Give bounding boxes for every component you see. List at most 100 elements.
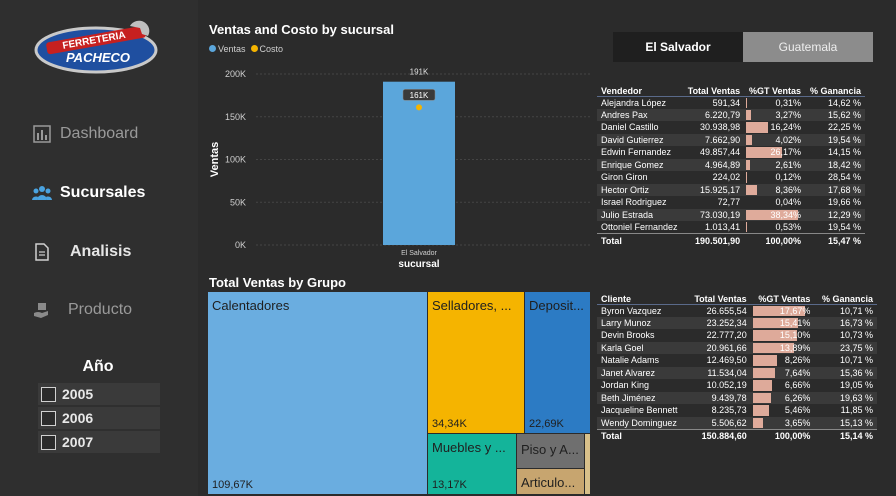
legend-item-costo[interactable]: Costo	[250, 44, 283, 54]
table-row[interactable]: Jordan King 10.052,19 6,66% 19,05 %	[597, 379, 877, 392]
table-row[interactable]: Israel Rodriguez 72,77 0,04% 19,66 %	[597, 196, 865, 209]
row-total: 10.052,19	[686, 379, 751, 392]
row-name: Jacqueline Bennett	[597, 404, 687, 417]
table-row[interactable]: Beth Jiménez 9.439,78 6,26% 19,63 %	[597, 391, 877, 404]
row-name: Enrique Gomez	[597, 158, 683, 171]
table-row[interactable]: Larry Munoz 23.252,34 15,41% 16,73 %	[597, 316, 877, 329]
col-header-total-ventas[interactable]: Total Ventas	[687, 85, 741, 96]
row-ganancia: 14,62 %	[805, 96, 865, 109]
ventas-costo-bar-chart[interactable]: 0K 50K 100K 150K 200K Ventas 191K 161K El Salvad…	[206, 58, 596, 272]
nav-producto-label: Producto	[68, 301, 133, 318]
table-row[interactable]: Alejandra López 591,34 0,31% 14,62 %	[597, 96, 865, 109]
pct-databar	[752, 342, 794, 353]
slicer-guatemala[interactable]: Guatemala	[743, 32, 873, 62]
table-row[interactable]: Ottoniel Fernandez 1.013,41 0,53% 19,54 %	[597, 221, 865, 234]
data-label-costo: 161K	[410, 91, 429, 100]
year-checkbox[interactable]	[41, 410, 56, 426]
row-name: Byron Vazquez	[597, 304, 687, 317]
row-ganancia: 19,63 %	[814, 391, 877, 404]
data-label-box	[402, 89, 436, 101]
x-tick-label: El Salvador	[401, 250, 437, 257]
row-pct: 16,24%	[744, 121, 806, 134]
year-option-2006[interactable]: 2006	[38, 407, 160, 429]
row-pct: 6,66%	[750, 379, 815, 392]
col-header-gt-ventas[interactable]: %GT Ventas	[749, 85, 802, 96]
table-row[interactable]: Daniel Castillo 30.938,98 16,24% 22,25 %	[597, 121, 865, 134]
treemap-tile-articulo[interactable]: Articulo...	[517, 469, 584, 494]
row-pct: 15,10%	[750, 329, 815, 342]
nav-dashboard[interactable]: Dashboard	[32, 122, 138, 146]
slicer-el-salvador[interactable]: El Salvador	[613, 32, 743, 62]
year-checkbox[interactable]	[41, 434, 56, 450]
table-row[interactable]: Karla Goel 20.961,66 13,89% 23,75 %	[597, 341, 877, 354]
row-total: 30.938,98	[682, 121, 745, 134]
table-row[interactable]: Enrique Gomez 4.964,89 2,61% 18,42 %	[597, 158, 865, 171]
table-total-row: Total 190.501,90 100,00% 15,47 %	[597, 233, 865, 248]
table-row[interactable]: David Gutierrez 7.662,90 4,02% 19,54 %	[597, 133, 865, 146]
table-row[interactable]: Edwin Fernandez 49.857,44 26,17% 14,15 %	[597, 146, 865, 159]
pct-databar	[752, 417, 764, 428]
treemap-tile-other[interactable]	[585, 434, 590, 494]
people-icon	[32, 183, 52, 203]
row-total: 9.439,78	[686, 391, 751, 404]
total-ganancia: 15,14 %	[814, 428, 877, 443]
table-row[interactable]: Natalie Adams 12.469,50 8,26% 10,71 %	[597, 354, 877, 367]
row-total: 224,02	[682, 171, 745, 184]
row-ganancia: 15,36 %	[814, 366, 877, 379]
row-ganancia: 18,42 %	[805, 158, 865, 171]
row-ganancia: 10,73 %	[814, 329, 877, 342]
nav-producto[interactable]: Producto	[32, 298, 132, 322]
col-header-total-ventas[interactable]: Total Ventas	[694, 293, 747, 304]
pct-databar	[746, 147, 782, 158]
table-row[interactable]: Julio Estrada 73.030,19 38,34% 12,29 %	[597, 208, 865, 221]
col-header-cliente[interactable]: Cliente	[601, 293, 632, 304]
nav-analisis[interactable]: Analisis	[32, 240, 131, 264]
table-row[interactable]: Janet Alvarez 11.534,04 7,64% 15,36 %	[597, 366, 877, 379]
col-header-ganancia[interactable]: % Ganancia	[821, 293, 873, 304]
row-name: Natalie Adams	[597, 354, 687, 367]
table-row[interactable]: Devin Brooks 22.777,20 15,10% 10,73 %	[597, 329, 877, 342]
row-ganancia: 10,71 %	[814, 304, 877, 317]
row-name: Andres Pax	[597, 108, 683, 121]
data-label-ventas: 191K	[410, 68, 429, 77]
treemap-tile-deposit[interactable]: Deposit... 22,69K	[525, 292, 590, 433]
year-slicer-title: Año	[82, 358, 114, 375]
year-checkbox[interactable]	[41, 386, 56, 402]
row-total: 23.252,34	[686, 316, 751, 329]
total-label: Total	[597, 428, 687, 443]
row-name: Janet Alvarez	[597, 366, 687, 379]
row-total: 20.961,66	[686, 341, 751, 354]
col-header-ganancia[interactable]: % Ganancia	[809, 85, 861, 96]
pct-databar	[752, 305, 805, 316]
row-name: Beth Jiménez	[597, 391, 687, 404]
row-name: Daniel Castillo	[597, 121, 683, 134]
table-row[interactable]: Hector Ortiz 15.925,17 8,36% 17,68 %	[597, 183, 865, 196]
treemap-tile-selladores[interactable]: Selladores, ... 34,34K	[428, 292, 524, 433]
pct-databar	[752, 317, 799, 328]
treemap-tile-muebles[interactable]: Muebles y ... 13,17K	[428, 434, 516, 494]
legend-item-ventas[interactable]: Ventas	[209, 44, 246, 54]
col-header-vendedor[interactable]: Vendedor	[601, 85, 643, 96]
treemap-tile-calentadores[interactable]: Calentadores 109,67K	[208, 292, 427, 494]
year-option-2007[interactable]: 2007	[38, 431, 160, 453]
year-option-2005[interactable]: 2005	[38, 383, 160, 405]
col-header-gt-ventas[interactable]: %GT Ventas	[758, 293, 811, 304]
y-tick-label: 0K	[235, 240, 246, 250]
table-row[interactable]: Byron Vazquez 26.655,54 17,67% 10,71 %	[597, 304, 877, 317]
row-total: 5.506,62	[686, 416, 751, 429]
table-row[interactable]: Wendy Dominguez 5.506,62 3,65% 15,13 %	[597, 416, 877, 429]
pct-databar	[752, 392, 772, 403]
table-row[interactable]: Giron Giron 224,02 0,12% 28,54 %	[597, 171, 865, 184]
pct-databar	[746, 122, 769, 133]
treemap-tile-piso[interactable]: Piso y A...	[517, 434, 584, 468]
point-costo[interactable]	[416, 104, 422, 111]
row-total: 12.469,50	[686, 354, 751, 367]
table-row[interactable]: Andres Pax 6.220,79 3,27% 15,62 %	[597, 108, 865, 121]
nav-sucursales[interactable]: Sucursales	[32, 181, 145, 205]
total-pct: 100,00%	[750, 428, 815, 443]
grupo-treemap[interactable]: Calentadores 109,67K Selladores, ... 34,34…	[208, 292, 590, 494]
table-row[interactable]: Jacqueline Bennett 8.235,73 5,46% 11,85 %	[597, 404, 877, 417]
row-name: Hector Ortiz	[597, 183, 683, 196]
row-pct: 0,04%	[744, 196, 806, 209]
row-total: 1.013,41	[682, 221, 745, 234]
